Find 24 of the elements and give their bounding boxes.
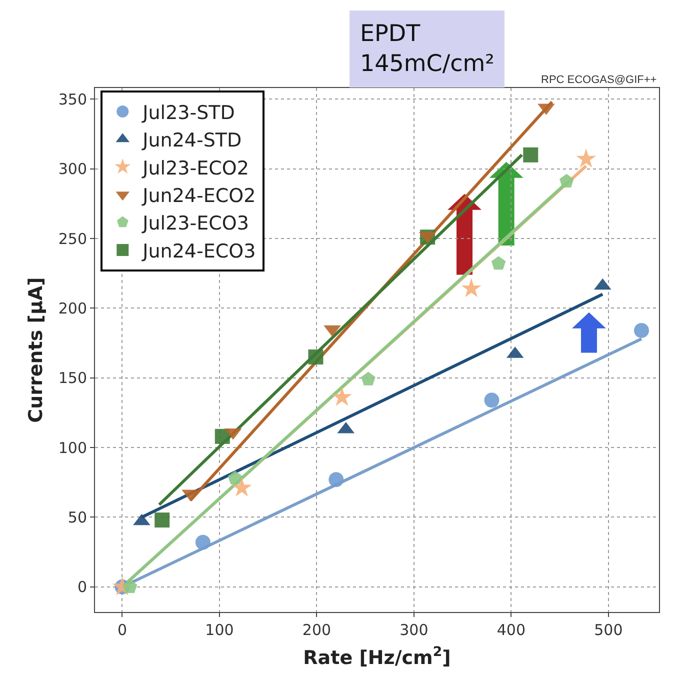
x-tick-label: 300 (400, 621, 428, 639)
text: EPDT 145mC/cm² (360, 21, 494, 77)
x-tick-label: 400 (496, 621, 526, 639)
legend-label: Jun24-STD (142, 130, 242, 152)
x-tick-label: 200 (302, 621, 332, 639)
legend-label: Jul23-STD (142, 102, 235, 124)
y-tick-label: 200 (58, 299, 87, 318)
legend-label: Jun24-ECO2 (142, 184, 256, 207)
y-tick-label: 100 (58, 438, 87, 457)
y-axis-title: Currents [µA] (25, 277, 48, 423)
legend-label: Jul23-ECO2 (142, 157, 249, 180)
y-tick-label: 150 (58, 369, 87, 388)
text: RPC ECOGAS@GIF++ (541, 74, 657, 86)
x-tick-label: 0 (117, 621, 128, 639)
y-tick-label: 300 (58, 160, 87, 178)
x-axis-title: Rate [Hz/cm$^{2}$] (303, 644, 451, 669)
legend-label: Jun24-ECO3 (142, 240, 256, 262)
y-tick-label: 0 (77, 578, 87, 596)
legend-label: Jul23-ECO3 (142, 212, 249, 235)
x-tick-label: 500 (594, 621, 623, 639)
y-tick-label: 50 (68, 508, 87, 526)
y-tick-label: 350 (58, 90, 87, 108)
x-tick-label: 100 (205, 621, 234, 639)
y-tick-label: 250 (58, 230, 87, 248)
